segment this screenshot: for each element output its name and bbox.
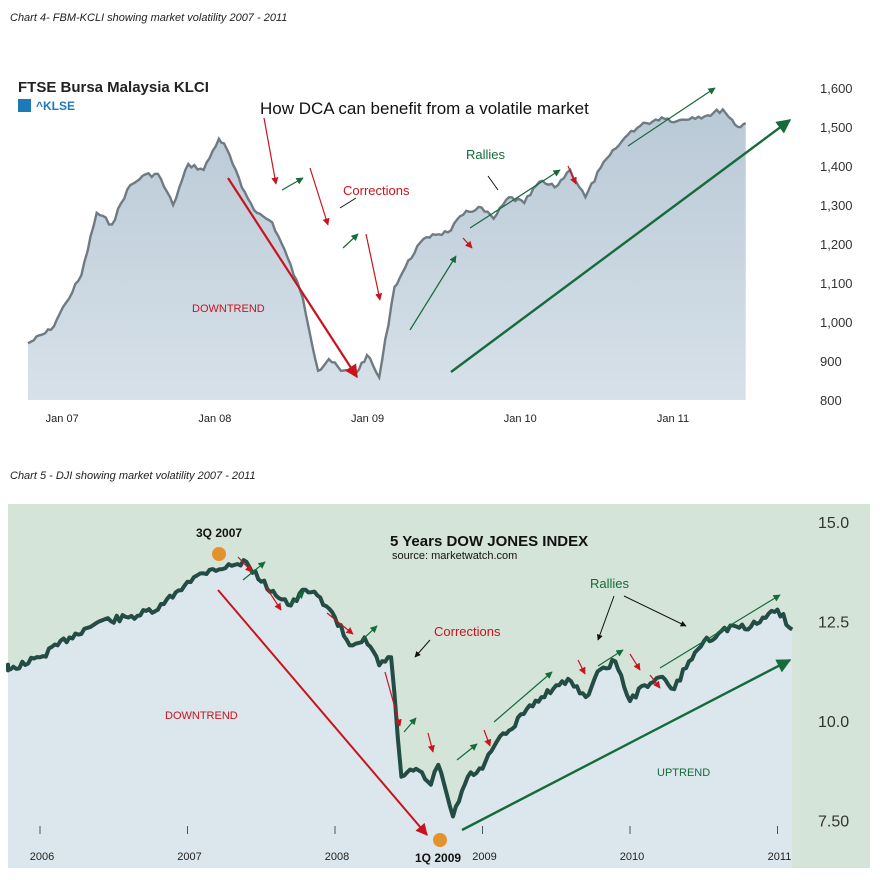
klci-corrections-pointer: [339, 197, 357, 209]
dji-x-tick: 2009: [472, 851, 496, 863]
klci-area: [28, 109, 746, 401]
klci-x-tick: Jan 09: [351, 413, 384, 425]
dji-x-tick: 2011: [768, 851, 792, 863]
klci-chart: 1,600 1,500 1,400 1,300 1,200 1,100 1,000 900 80…: [8, 52, 870, 425]
dji-title: 5 Years DOW JONES INDEX: [390, 533, 588, 550]
dji-y-tick: 7.50: [818, 814, 849, 831]
dji-x-tick: 2006: [30, 851, 54, 863]
klci-y-tick: 900: [820, 354, 842, 369]
klci-y-tick: 800: [820, 393, 842, 408]
klci-x-tick: Jan 11: [657, 413, 689, 425]
dji-correction-arrow: [649, 674, 661, 689]
dji-rallies-pointer: [623, 595, 687, 627]
dji-rally-arrow: [597, 649, 624, 667]
dji-subtitle: source: marketwatch.com: [392, 550, 517, 562]
dji-1q2009-marker: [433, 833, 447, 847]
klci-legend-swatch: [18, 99, 31, 112]
dji-rallies-label: Rallies: [590, 576, 630, 591]
dji-rally-arrow: [659, 594, 781, 669]
klci-y-tick: 1,200: [820, 237, 853, 252]
dji-corrections-pointer: [414, 639, 431, 658]
dji-rally-arrow: [493, 671, 553, 723]
klci-subtitle: How DCA can benefit from a volatile mark…: [260, 99, 589, 118]
klci-y-tick: 1,600: [820, 81, 853, 96]
klci-x-tick: Jan 07: [46, 413, 79, 425]
dji-rally-arrow: [456, 743, 478, 761]
dji-y-tick: 10.0: [818, 714, 849, 731]
klci-correction-arrow: [263, 117, 279, 185]
dji-uptrend-label: UPTREND: [657, 767, 710, 779]
klci-correction-arrow: [365, 233, 383, 301]
chart-5-caption: Chart 5 - DJI showing market volatility …: [10, 470, 256, 482]
dji-correction-arrow: [237, 556, 253, 573]
klci-correction-arrow: [309, 167, 330, 226]
klci-rally-arrow: [469, 169, 561, 229]
dji-chart: 15.0 12.5 10.0 7.50 2006 2007 2008 2009 2010 201…: [6, 504, 870, 868]
dji-rally-arrow: [289, 591, 305, 606]
klci-corrections-label: Corrections: [343, 183, 410, 198]
dji-1q2009-label: 1Q 2009: [415, 851, 461, 865]
dji-corrections-label: Corrections: [434, 624, 501, 639]
dji-correction-arrow: [629, 653, 641, 671]
klci-correction-arrow: [462, 237, 473, 249]
klci-y-tick: 1,500: [820, 120, 853, 135]
dji-correction-arrow: [326, 612, 354, 635]
klci-title: FTSE Bursa Malaysia KLCI: [18, 79, 209, 96]
dji-area: [8, 560, 793, 868]
klci-correction-arrow: [567, 165, 577, 185]
dji-correction-arrow: [265, 586, 282, 611]
dji-x-tick: 2007: [177, 851, 201, 863]
dji-rally-arrow: [403, 717, 417, 733]
dji-correction-arrow: [577, 659, 586, 675]
dji-line: [6, 558, 794, 819]
dji-x-tick: 2008: [325, 851, 349, 863]
klci-legend-label: ^KLSE: [36, 99, 75, 113]
klci-rally-arrow: [342, 233, 359, 249]
klci-downtrend-label: DOWNTREND: [192, 303, 265, 315]
dji-uptrend-arrow: [461, 658, 792, 832]
dji-downtrend-arrow: [217, 589, 428, 836]
klci-rally-arrow: [281, 177, 304, 191]
klci-y-tick: 1,100: [820, 276, 853, 291]
klci-line: [27, 107, 747, 381]
dji-downtrend-label: DOWNTREND: [165, 710, 238, 722]
klci-uptrend-arrow: [450, 119, 792, 373]
dji-correction-arrow: [384, 671, 402, 727]
dji-rally-arrow: [242, 561, 266, 581]
dji-rallies-pointer: [597, 595, 615, 641]
klci-y-tick: 1,300: [820, 198, 853, 213]
klci-rally-arrow: [409, 255, 457, 331]
klci-rallies-pointer: [487, 175, 499, 191]
klci-y-tick: 1,000: [820, 315, 853, 330]
dji-y-tick: 12.5: [818, 615, 849, 632]
klci-rallies-label: Rallies: [466, 147, 506, 162]
dji-y-tick: 15.0: [818, 515, 849, 532]
klci-x-tick: Jan 10: [504, 413, 537, 425]
klci-downtrend-arrow: [227, 177, 358, 379]
klci-x-tick: Jan 08: [198, 413, 231, 425]
klci-rally-arrow: [627, 87, 716, 147]
dji-correction-arrow: [427, 732, 435, 753]
klci-y-tick: 1,400: [820, 159, 853, 174]
dji-correction-arrow: [483, 729, 492, 747]
dji-rally-arrow: [361, 625, 378, 641]
dji-x-tick: 2010: [620, 851, 644, 863]
chart-4-caption: Chart 4- FBM-KCLI showing market volatil…: [10, 12, 288, 24]
dji-3q2007-marker: [212, 547, 226, 561]
dji-3q2007-label: 3Q 2007: [196, 526, 242, 540]
